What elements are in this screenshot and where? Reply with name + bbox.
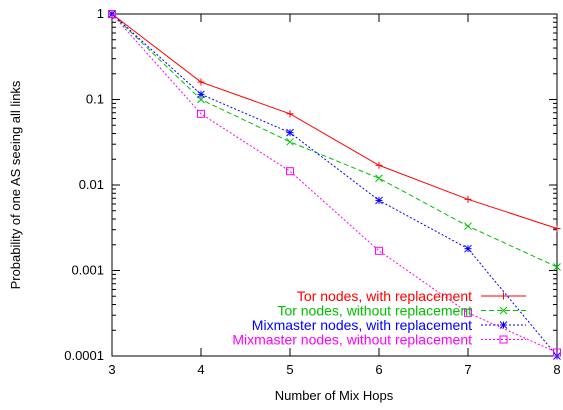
series-3-point <box>464 244 472 253</box>
series-3-point <box>197 90 205 99</box>
series-2-point <box>464 222 472 231</box>
x-tick-label: 5 <box>286 362 293 377</box>
x-tick-label: 8 <box>553 362 560 377</box>
series-1-point <box>286 110 294 118</box>
legend-label-1: Tor nodes, with replacement <box>297 288 472 304</box>
x-axis-title: Number of Mix Hops <box>275 388 394 403</box>
series-1-point <box>375 161 383 169</box>
y-tick-label: 0.0001 <box>64 348 104 363</box>
series-3-point <box>375 196 383 205</box>
legend-marker-3 <box>499 321 508 329</box>
y-axis-title: Probability of one AS seeing all links <box>8 80 23 289</box>
series-4-point <box>197 109 205 118</box>
legend-marker-2 <box>499 306 508 315</box>
x-tick-label: 6 <box>375 362 382 377</box>
series-2-point <box>286 137 294 146</box>
series-4-point <box>464 308 472 317</box>
legend-label-4: Mixmaster nodes, without replacement <box>232 332 472 348</box>
series-line-1 <box>111 13 558 229</box>
series-4-point <box>108 10 116 18</box>
y-tick-label: 0.1 <box>86 92 104 107</box>
x-tick-label: 7 <box>464 362 471 377</box>
y-tick-label: 0.001 <box>71 263 104 278</box>
y-tick-label: 1 <box>97 6 104 21</box>
legend-marker-4 <box>499 335 508 344</box>
legend-label-2: Tor nodes, without replacement <box>277 303 472 319</box>
series-line-3 <box>111 13 558 357</box>
series-4-point <box>553 348 561 357</box>
series-2-point <box>553 263 561 271</box>
series-4-point <box>375 246 383 255</box>
series-3-point <box>286 128 294 137</box>
series-4-point <box>286 167 294 176</box>
legend-marker-1 <box>500 292 507 300</box>
legend-label-3: Mixmaster nodes, with replacement <box>252 317 472 333</box>
series-1-point <box>553 224 561 232</box>
x-tick-label: 3 <box>108 362 115 377</box>
y-tick-label: 0.01 <box>79 177 104 192</box>
x-tick-label: 4 <box>197 362 204 377</box>
series-layer <box>108 10 561 360</box>
series-1-point <box>197 78 205 86</box>
series-line-2 <box>111 13 558 268</box>
axis-ticks: 3 4 5 6 7 8 0.0001 0.001 0.01 0.1 1 <box>64 6 560 377</box>
series-2-point <box>375 174 383 183</box>
series-1-point <box>464 195 472 203</box>
